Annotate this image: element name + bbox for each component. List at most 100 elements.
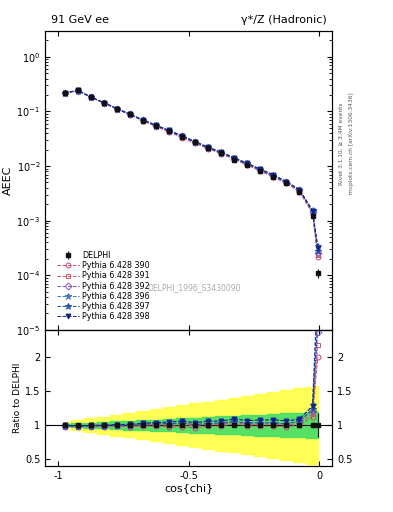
Pythia 6.428 397 xyxy=(219,150,224,156)
Pythia 6.428 392 xyxy=(88,94,93,100)
Pythia 6.428 396 xyxy=(206,144,211,150)
Pythia 6.428 396 xyxy=(141,117,145,123)
Pythia 6.428 398 xyxy=(219,149,224,155)
Pythia 6.428 391 xyxy=(206,145,211,151)
Pythia 6.428 396 xyxy=(310,207,315,214)
Pythia 6.428 391 xyxy=(284,180,289,186)
Text: mcplots.cern.ch [arXiv:1306.3436]: mcplots.cern.ch [arXiv:1306.3436] xyxy=(349,93,354,194)
X-axis label: cos{chi}: cos{chi} xyxy=(164,483,213,494)
Pythia 6.428 396 xyxy=(284,179,289,185)
Pythia 6.428 390 xyxy=(101,100,106,106)
Pythia 6.428 397 xyxy=(88,94,93,100)
Pythia 6.428 397 xyxy=(62,90,67,96)
Pythia 6.428 392 xyxy=(245,161,250,167)
Pythia 6.428 398 xyxy=(232,155,237,161)
Pythia 6.428 392 xyxy=(101,100,106,106)
Pythia 6.428 396 xyxy=(180,133,184,139)
Y-axis label: Ratio to DELPHI: Ratio to DELPHI xyxy=(13,362,22,433)
Pythia 6.428 398 xyxy=(154,122,158,128)
Text: DELPHI_1996_S3430090: DELPHI_1996_S3430090 xyxy=(148,284,241,292)
Pythia 6.428 391 xyxy=(232,156,237,162)
Pythia 6.428 398 xyxy=(180,133,184,139)
Y-axis label: AEEC: AEEC xyxy=(4,166,13,195)
Pythia 6.428 396 xyxy=(88,94,93,100)
Pythia 6.428 390 xyxy=(167,129,171,135)
Line: Pythia 6.428 396: Pythia 6.428 396 xyxy=(61,87,321,249)
Pythia 6.428 397 xyxy=(154,122,158,129)
Pythia 6.428 391 xyxy=(115,106,119,112)
Pythia 6.428 392 xyxy=(271,173,276,179)
Pythia 6.428 392 xyxy=(141,117,145,123)
Pythia 6.428 397 xyxy=(101,100,106,106)
Pythia 6.428 392 xyxy=(115,105,119,112)
Pythia 6.428 397 xyxy=(141,117,145,123)
Pythia 6.428 396 xyxy=(101,99,106,105)
Pythia 6.428 396 xyxy=(154,122,158,128)
Pythia 6.428 390 xyxy=(245,162,250,168)
Pythia 6.428 392 xyxy=(128,112,132,118)
Pythia 6.428 391 xyxy=(154,123,158,129)
Pythia 6.428 392 xyxy=(258,167,263,173)
Pythia 6.428 391 xyxy=(88,94,93,100)
Pythia 6.428 396 xyxy=(316,243,320,249)
Pythia 6.428 392 xyxy=(193,139,198,145)
Pythia 6.428 396 xyxy=(115,105,119,112)
Pythia 6.428 390 xyxy=(271,174,276,180)
Pythia 6.428 391 xyxy=(193,140,198,146)
Pythia 6.428 390 xyxy=(232,156,237,162)
Pythia 6.428 390 xyxy=(180,135,184,141)
Pythia 6.428 396 xyxy=(167,127,171,134)
Pythia 6.428 392 xyxy=(297,187,302,194)
Pythia 6.428 396 xyxy=(75,88,80,94)
Pythia 6.428 397 xyxy=(316,248,320,254)
Pythia 6.428 396 xyxy=(193,139,198,145)
Pythia 6.428 391 xyxy=(180,134,184,140)
Pythia 6.428 391 xyxy=(141,117,145,123)
Pythia 6.428 397 xyxy=(232,156,237,162)
Pythia 6.428 398 xyxy=(245,160,250,166)
Pythia 6.428 398 xyxy=(258,166,263,172)
Pythia 6.428 390 xyxy=(154,123,158,130)
Pythia 6.428 392 xyxy=(284,179,289,185)
Pythia 6.428 390 xyxy=(193,140,198,146)
Pythia 6.428 390 xyxy=(297,188,302,195)
Pythia 6.428 390 xyxy=(310,210,315,217)
Pythia 6.428 390 xyxy=(75,88,80,94)
Pythia 6.428 397 xyxy=(310,208,315,215)
Pythia 6.428 398 xyxy=(167,127,171,134)
Pythia 6.428 391 xyxy=(271,173,276,179)
Pythia 6.428 398 xyxy=(271,172,276,178)
Pythia 6.428 396 xyxy=(297,186,302,193)
Pythia 6.428 397 xyxy=(75,88,80,94)
Pythia 6.428 390 xyxy=(88,94,93,100)
Text: 91 GeV ee: 91 GeV ee xyxy=(51,15,109,25)
Pythia 6.428 391 xyxy=(128,112,132,118)
Pythia 6.428 397 xyxy=(284,179,289,185)
Line: Pythia 6.428 392: Pythia 6.428 392 xyxy=(62,88,320,255)
Pythia 6.428 391 xyxy=(75,88,80,94)
Text: Rivet 3.1.10, ≥ 3.4M events: Rivet 3.1.10, ≥ 3.4M events xyxy=(339,102,344,185)
Line: Pythia 6.428 397: Pythia 6.428 397 xyxy=(61,87,321,254)
Pythia 6.428 398 xyxy=(284,179,289,185)
Pythia 6.428 397 xyxy=(115,105,119,112)
Line: Pythia 6.428 398: Pythia 6.428 398 xyxy=(62,88,320,250)
Legend: DELPHI, Pythia 6.428 390, Pythia 6.428 391, Pythia 6.428 392, Pythia 6.428 396, : DELPHI, Pythia 6.428 390, Pythia 6.428 3… xyxy=(55,249,152,323)
Pythia 6.428 392 xyxy=(206,145,211,151)
Pythia 6.428 396 xyxy=(128,111,132,117)
Text: γ*/Z (Hadronic): γ*/Z (Hadronic) xyxy=(241,15,326,25)
Pythia 6.428 390 xyxy=(258,168,263,174)
Pythia 6.428 392 xyxy=(316,249,320,255)
Pythia 6.428 391 xyxy=(101,100,106,106)
Pythia 6.428 398 xyxy=(75,88,80,94)
Pythia 6.428 398 xyxy=(115,105,119,112)
Pythia 6.428 398 xyxy=(101,99,106,105)
Pythia 6.428 397 xyxy=(206,145,211,151)
Pythia 6.428 391 xyxy=(219,150,224,156)
Pythia 6.428 396 xyxy=(271,172,276,178)
Pythia 6.428 398 xyxy=(62,90,67,96)
Pythia 6.428 398 xyxy=(193,139,198,145)
Pythia 6.428 396 xyxy=(232,155,237,161)
Pythia 6.428 391 xyxy=(167,129,171,135)
Pythia 6.428 390 xyxy=(316,253,320,260)
Pythia 6.428 397 xyxy=(128,112,132,118)
